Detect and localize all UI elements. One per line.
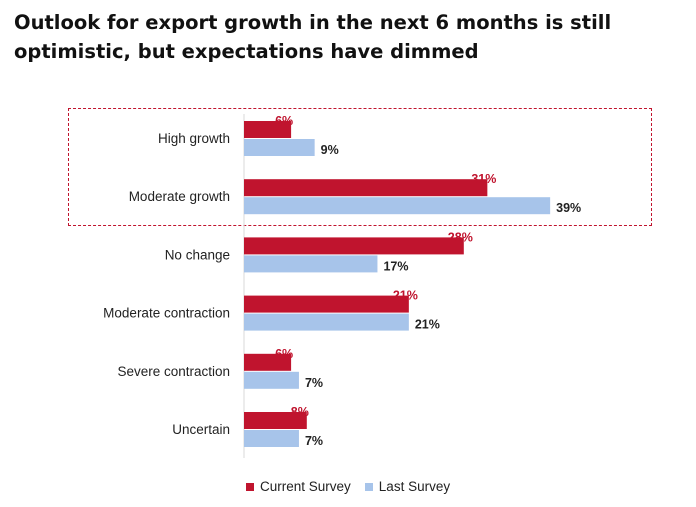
data-label-current-severe-contraction: 6%: [275, 347, 293, 361]
category-label-severe-contraction: Severe contraction: [117, 364, 230, 379]
data-label-last-no-change: 17%: [383, 259, 408, 273]
legend-item-last: Last Survey: [364, 479, 451, 494]
bar-current-uncertain: [244, 412, 307, 429]
data-label-current-uncertain: 8%: [291, 405, 309, 419]
legend-item-current: Current Survey: [246, 479, 351, 494]
bar-current-high-growth: [244, 121, 292, 138]
bar-last-moderate-contraction: [244, 313, 409, 331]
highlight-frame: [68, 108, 652, 226]
chart-title: Outlook for export growth in the next 6 …: [14, 8, 684, 66]
bar-current-moderate-contraction: [244, 295, 409, 313]
data-label-last-high-growth: 9%: [321, 143, 339, 157]
category-label-high-growth: High growth: [158, 131, 230, 146]
category-label-moderate-growth: Moderate growth: [129, 189, 230, 204]
legend-label-current: Current Survey: [260, 479, 351, 494]
category-label-uncertain: Uncertain: [172, 422, 230, 437]
data-label-last-severe-contraction: 7%: [305, 376, 323, 390]
data-label-current-no-change: 28%: [448, 230, 473, 244]
bar-last-severe-contraction: [244, 371, 299, 389]
data-label-last-uncertain: 7%: [305, 434, 323, 448]
bar-current-moderate-growth: [244, 179, 488, 197]
legend-label-last: Last Survey: [378, 479, 451, 494]
chart-title-line-1: Outlook for export growth in the next 6 …: [14, 11, 612, 34]
legend: Current Survey Last Survey: [246, 479, 464, 494]
data-label-last-moderate-growth: 39%: [556, 201, 581, 215]
category-label-no-change: No change: [165, 247, 230, 262]
bar-last-moderate-growth: [244, 197, 551, 215]
legend-swatch-last: [364, 482, 373, 491]
data-label-current-moderate-contraction: 21%: [393, 289, 418, 303]
bar-last-uncertain: [244, 430, 299, 447]
bar-last-no-change: [244, 255, 378, 273]
data-label-current-high-growth: 6%: [275, 114, 293, 128]
bar-current-no-change: [244, 237, 464, 255]
legend-swatch-current: [246, 482, 254, 491]
data-label-current-moderate-growth: 31%: [471, 172, 496, 186]
category-label-moderate-contraction: Moderate contraction: [103, 306, 230, 321]
data-label-last-moderate-contraction: 21%: [415, 318, 440, 332]
bar-current-severe-contraction: [244, 353, 292, 371]
bar-last-high-growth: [244, 139, 315, 156]
chart-title-line-2: optimistic, but expectations have dimmed: [14, 40, 479, 63]
